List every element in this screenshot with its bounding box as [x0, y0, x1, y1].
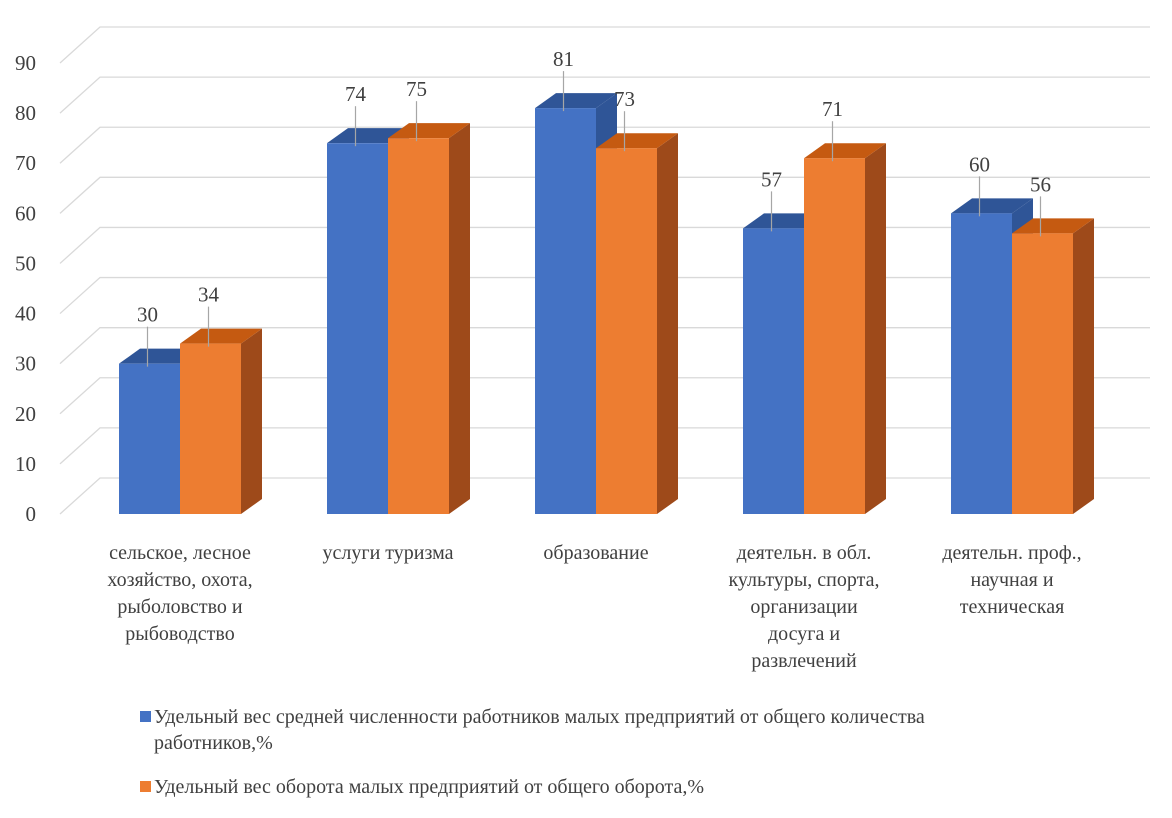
x-tick-label: организации — [750, 596, 858, 618]
x-tick-label: развлечений — [751, 650, 857, 672]
x-tick-label: техническая — [960, 596, 1065, 618]
legend: Удельный вес средней численности работни… — [140, 704, 1140, 818]
legend-swatch-employees — [140, 711, 151, 722]
bar-front — [804, 158, 865, 514]
data-label: 73 — [614, 87, 635, 111]
x-tick-label: хозяйство, охота, — [107, 569, 252, 591]
x-axis: сельское, лесное хозяйство, охота, рыболов… — [107, 542, 1081, 672]
y-tick-label: 50 — [15, 251, 36, 275]
bar-1-0 — [180, 328, 262, 514]
y-tick-label: 80 — [15, 101, 36, 125]
bar-front — [119, 363, 180, 514]
data-label: 81 — [553, 47, 574, 71]
y-tick-label: 60 — [15, 201, 36, 225]
bar-front — [388, 138, 449, 514]
x-tick-label: рыболовство и — [117, 596, 243, 618]
bar-top — [951, 198, 1033, 214]
x-tick-label: научная и — [970, 569, 1053, 591]
chart: 0 10 20 30 40 50 60 70 80 90 30 34 74 75 81 73 57 71 60 56… — [15, 26, 1150, 672]
bar-top — [388, 123, 470, 139]
gridline — [59, 176, 1150, 214]
y-axis: 0 10 20 30 40 50 60 70 80 90 — [15, 51, 36, 526]
bar-front — [535, 108, 596, 514]
bar-front — [951, 213, 1012, 515]
x-tick-label: услуги туризма — [323, 542, 454, 564]
bar-front — [596, 148, 657, 514]
data-label: 56 — [1030, 172, 1051, 196]
y-tick-label: 70 — [15, 151, 36, 175]
gridline — [59, 126, 1150, 164]
data-label: 57 — [761, 167, 782, 191]
data-labels: 30 34 74 75 81 73 57 71 60 56 — [137, 47, 1051, 367]
x-tick-label: деятельн. проф., — [942, 542, 1081, 564]
x-tick-label: сельское, лесное — [109, 542, 251, 564]
bar-top — [180, 328, 262, 344]
legend-label-employees-line1: Удельный вес средней численности работни… — [154, 706, 925, 728]
y-tick-label: 30 — [15, 352, 36, 376]
data-label: 74 — [345, 82, 367, 106]
data-label: 60 — [969, 152, 990, 176]
y-tick-label: 10 — [15, 452, 36, 476]
x-tick-label: рыбоводство — [125, 623, 234, 645]
x-tick-label: образование — [543, 542, 648, 564]
bars — [119, 93, 1094, 515]
data-label: 71 — [822, 97, 843, 121]
bar-top — [804, 143, 886, 159]
bar-1-4 — [1012, 218, 1094, 514]
bar-front — [327, 143, 388, 514]
bar-side — [449, 123, 470, 515]
x-tick-label: деятельн. в обл. — [737, 542, 872, 564]
gridline — [59, 76, 1150, 114]
bar-side — [241, 328, 262, 514]
data-label: 75 — [406, 77, 427, 101]
bar-top — [535, 93, 617, 109]
bar-front — [743, 228, 804, 514]
bar-side — [865, 143, 886, 514]
y-tick-label: 40 — [15, 302, 36, 326]
bar-front — [1012, 233, 1073, 514]
bar-1-1 — [388, 123, 470, 515]
legend-label-turnover: Удельный вес оборота малых предприятий о… — [154, 776, 705, 798]
legend-item-turnover: Удельный вес оборота малых предприятий о… — [140, 774, 1140, 800]
legend-item-employees: Удельный вес средней численности работни… — [140, 704, 1140, 756]
bar-side — [657, 133, 678, 514]
y-tick-label: 20 — [15, 402, 36, 426]
gridline — [59, 26, 1150, 64]
x-tick-label: культуры, спорта, — [729, 569, 880, 591]
y-tick-label: 0 — [26, 502, 37, 526]
gridlines — [59, 26, 1150, 515]
data-label: 30 — [137, 303, 158, 327]
bar-top — [596, 133, 678, 149]
x-tick-label: досуга и — [768, 623, 840, 645]
legend-swatch-turnover — [140, 781, 151, 792]
legend-label-employees-line2: работников,% — [154, 732, 273, 754]
bar-1-2 — [596, 133, 678, 514]
bar-1-3 — [804, 143, 886, 514]
data-label: 34 — [198, 283, 220, 307]
y-tick-label: 90 — [15, 51, 36, 75]
bar-top — [1012, 218, 1094, 234]
bar-side — [1073, 218, 1094, 514]
bar-front — [180, 343, 241, 514]
